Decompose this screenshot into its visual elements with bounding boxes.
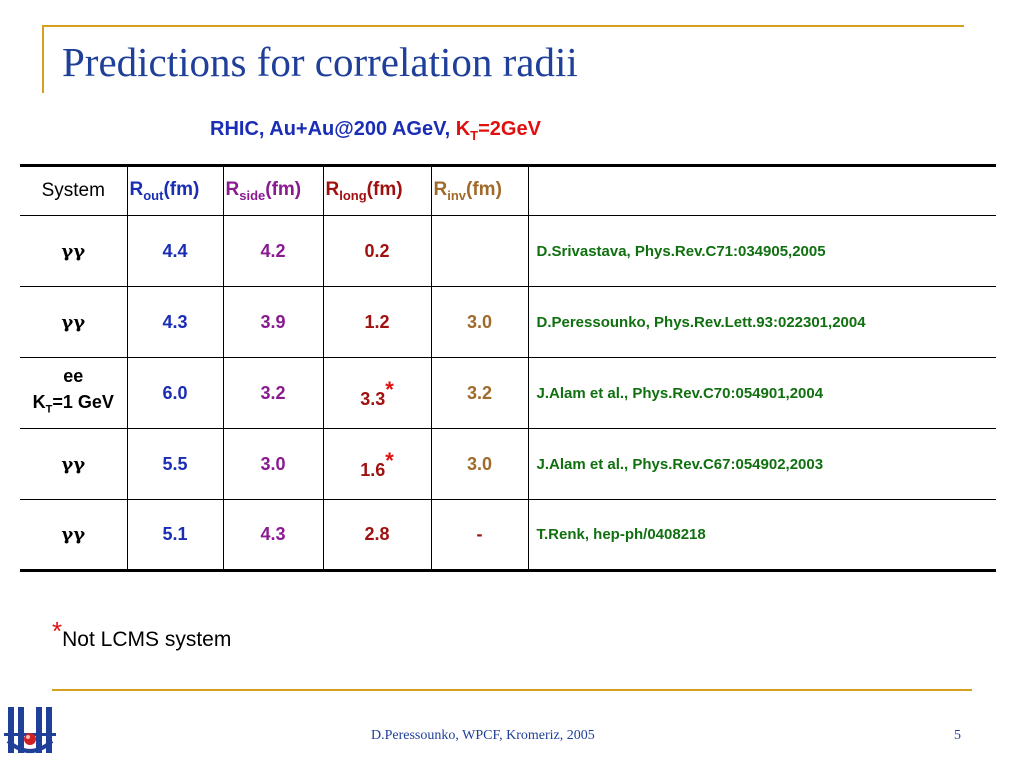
rinv-cell: - [430, 499, 528, 571]
reference-cell: T.Renk, hep-ph/0408218 [527, 499, 996, 571]
footnote-text: Not LCMS system [62, 628, 232, 651]
rout-cell: 5.5 [126, 428, 223, 500]
slide-title: Predictions for correlation radii [62, 39, 578, 85]
header-rside: Rside(fm) [222, 165, 323, 216]
subtitle-kt: KT=2GeV [455, 118, 541, 143]
rout-cell: 4.3 [126, 286, 223, 358]
rout-cell: 6.0 [126, 357, 223, 429]
footnote: *Not LCMS system [52, 616, 231, 652]
header-rinv: Rinv(fm) [430, 165, 528, 216]
radii-table: System Rout(fm) Rside(fm) Rlong(fm) Rinv… [20, 164, 996, 572]
rlong-cell: 2.8 [322, 499, 431, 571]
table-row: γγ 4.4 4.2 0.2 D.Srivastava, Phys.Rev.C7… [20, 215, 996, 287]
rside-cell: 3.9 [222, 286, 323, 358]
rout-cell: 4.4 [126, 215, 223, 287]
system-cell: γγ [61, 240, 86, 262]
reference-cell: J.Alam et al., Phys.Rev.C70:054901,2004 [527, 357, 996, 429]
system-cell: γγ [61, 524, 86, 545]
institute-logo-icon [4, 707, 56, 753]
system-cell: γγ [61, 311, 86, 333]
rlong-cell: 1.2 [322, 286, 431, 358]
table-row: ee KT=1 GeV 6.0 3.2 3.3* 3.2 J.Alam et a… [20, 357, 996, 429]
rinv-cell: 3.0 [430, 428, 528, 500]
not-lcms-mark: * [385, 376, 394, 402]
slide-subtitle: RHIC, Au+Au@200 AGeV, KT=2GeV [210, 118, 541, 143]
rside-cell: 3.2 [222, 357, 323, 429]
left-accent-line [42, 25, 44, 93]
header-rout: Rout(fm) [126, 165, 223, 216]
rinv-cell: 3.0 [430, 286, 528, 358]
top-accent-line [42, 25, 964, 27]
rlong-cell: 1.6* [322, 428, 431, 500]
footnote-mark: * [52, 616, 63, 646]
rside-cell: 4.3 [222, 499, 323, 571]
system-line-1: ee [63, 366, 84, 387]
table-row: γγ 4.3 3.9 1.2 3.0 D.Peressounko, Phys.R… [20, 286, 996, 358]
page-number: 5 [954, 728, 961, 743]
rinv-cell [430, 215, 528, 287]
header-rlong: Rlong(fm) [322, 165, 431, 216]
table-header-row: System Rout(fm) Rside(fm) Rlong(fm) Rinv… [20, 165, 996, 216]
rside-cell: 3.0 [222, 428, 323, 500]
header-reference [527, 165, 996, 216]
reference-cell: D.Peressounko, Phys.Rev.Lett.93:022301,2… [527, 286, 996, 358]
reference-cell: D.Srivastava, Phys.Rev.C71:034905,2005 [527, 215, 996, 287]
subtitle-prefix: RHIC, Au+Au@200 AGeV, [210, 118, 451, 140]
header-system: System [41, 180, 105, 201]
footer-citation: D.Peressounko, WPCF, Kromeriz, 2005 [371, 728, 595, 743]
system-line-2: KT=1 GeV [32, 392, 114, 416]
rout-cell: 5.1 [126, 499, 223, 571]
system-cell: ee KT=1 GeV [20, 358, 127, 429]
table-row: γγ 5.1 4.3 2.8 - T.Renk, hep-ph/0408218 [20, 499, 996, 571]
not-lcms-mark: * [385, 447, 394, 473]
rside-cell: 4.2 [222, 215, 323, 287]
rinv-cell: 3.2 [430, 357, 528, 429]
rlong-cell: 0.2 [322, 215, 431, 287]
bottom-accent-line [52, 689, 972, 691]
rlong-cell: 3.3* [322, 357, 431, 429]
table-row: γγ 5.5 3.0 1.6* 3.0 J.Alam et al., Phys.… [20, 428, 996, 500]
reference-cell: J.Alam et al., Phys.Rev.C67:054902,2003 [527, 428, 996, 500]
system-cell: γγ [61, 453, 86, 475]
